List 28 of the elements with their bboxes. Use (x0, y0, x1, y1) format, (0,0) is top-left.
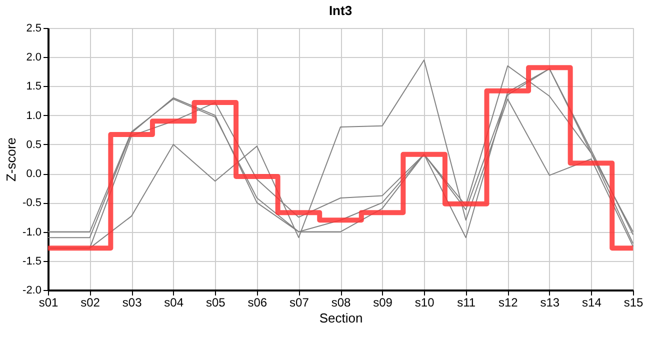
y-tick-label: 2.5 (26, 22, 42, 34)
x-tick-label: s08 (331, 296, 351, 310)
y-tick-label: -2.0 (22, 284, 42, 296)
y-tick-label: -1.0 (22, 226, 42, 238)
x-tick-label: s13 (540, 296, 560, 310)
y-tick-label: 1.5 (26, 80, 42, 93)
x-axis-title: Section (319, 310, 363, 326)
x-tick-label: s15 (624, 296, 644, 310)
chart-title: Int3 (328, 3, 352, 18)
x-tick-label: s01 (38, 296, 58, 310)
x-tick-label: s02 (80, 296, 100, 310)
y-tick-label: 1.0 (26, 110, 42, 122)
x-tick-label: s12 (498, 296, 518, 310)
x-tick-label: s11 (457, 296, 476, 310)
x-tick-label: s07 (290, 296, 310, 310)
x-tick-label: s04 (164, 296, 184, 310)
x-tick-label: s09 (373, 296, 393, 310)
x-tick-label: s06 (248, 296, 268, 310)
y-tick-label: 0.5 (26, 138, 42, 151)
x-tick-label: s14 (582, 296, 602, 310)
x-tick-label: s05 (206, 296, 226, 310)
y-tick-label: 0.0 (26, 168, 42, 180)
y-tick-label: 2.0 (26, 52, 42, 64)
y-tick-label: -0.5 (22, 197, 42, 210)
x-tick-label: s10 (414, 296, 435, 310)
y-axis-title: Z-score (4, 137, 19, 182)
y-tick-label: -1.5 (22, 255, 42, 268)
x-tick-label: s03 (122, 296, 142, 310)
